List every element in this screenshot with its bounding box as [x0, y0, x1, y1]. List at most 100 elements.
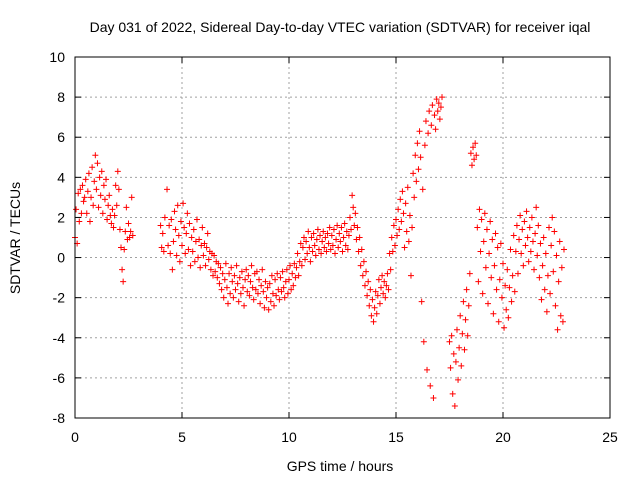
data-point — [94, 160, 101, 167]
data-point — [110, 224, 117, 231]
data-point — [264, 284, 271, 291]
data-point — [453, 326, 460, 333]
data-point — [313, 236, 320, 243]
data-point — [98, 168, 105, 175]
data-point — [536, 274, 543, 281]
data-point — [500, 260, 506, 267]
data-point — [103, 176, 110, 183]
data-point — [512, 248, 519, 255]
data-point — [129, 232, 136, 239]
data-point — [96, 174, 103, 181]
y-tick-label: 2 — [57, 209, 65, 225]
data-point — [550, 268, 557, 275]
data-point — [541, 286, 548, 293]
data-point — [528, 214, 535, 221]
data-point — [538, 296, 545, 303]
data-point — [225, 300, 232, 307]
data-point — [269, 290, 276, 297]
data-point — [203, 244, 210, 251]
data-point — [558, 264, 565, 271]
data-point — [510, 232, 517, 239]
data-point — [477, 248, 484, 255]
data-point — [85, 170, 92, 177]
data-point — [168, 216, 175, 223]
data-point — [175, 232, 182, 239]
data-point — [494, 244, 501, 251]
x-tick-label: 15 — [388, 429, 404, 445]
x-tick-label: 10 — [281, 429, 297, 445]
data-point — [476, 206, 483, 213]
data-point — [291, 260, 298, 267]
data-point — [340, 234, 347, 241]
data-point — [415, 166, 422, 173]
data-point — [106, 192, 113, 199]
data-point — [475, 278, 482, 285]
data-point — [91, 178, 98, 185]
data-point — [333, 236, 340, 243]
data-point — [122, 228, 129, 235]
data-point — [172, 226, 179, 233]
data-point — [348, 226, 355, 233]
data-point — [216, 280, 223, 287]
data-point — [249, 284, 256, 291]
data-point — [514, 270, 521, 277]
data-point — [397, 196, 404, 203]
data-point — [459, 330, 466, 337]
data-point — [204, 230, 211, 237]
data-point — [298, 262, 305, 269]
data-point — [463, 286, 470, 293]
y-tick-label: -6 — [53, 370, 66, 386]
data-point — [169, 266, 176, 273]
data-point — [419, 186, 426, 193]
data-point — [262, 278, 269, 285]
x-tick-labels: 0 5 10 15 20 25 — [71, 429, 618, 445]
data-point — [449, 390, 456, 397]
data-point — [184, 210, 191, 217]
x-tick-label: 20 — [495, 429, 511, 445]
data-point — [266, 280, 273, 287]
data-point — [526, 224, 533, 231]
data-point — [219, 270, 226, 277]
data-point — [181, 224, 188, 231]
y-tick-label: 4 — [57, 169, 65, 185]
data-point — [430, 394, 437, 401]
data-point — [367, 286, 374, 293]
data-point — [176, 258, 183, 265]
data-point — [401, 244, 408, 251]
data-point — [180, 200, 187, 207]
data-point — [452, 358, 459, 365]
data-point — [77, 186, 84, 193]
data-point — [127, 228, 134, 235]
data-point — [296, 258, 303, 265]
data-point — [207, 266, 214, 273]
data-point — [113, 202, 120, 209]
data-point — [293, 264, 300, 271]
data-point — [284, 290, 291, 297]
data-point — [540, 234, 547, 241]
data-point — [170, 238, 177, 245]
data-point — [75, 190, 82, 197]
data-point — [287, 262, 294, 269]
data-point — [402, 200, 409, 207]
data-point — [390, 222, 397, 229]
data-point — [332, 250, 339, 257]
data-point — [425, 130, 432, 137]
data-point — [234, 280, 241, 287]
data-point — [450, 350, 457, 357]
data-point — [344, 246, 351, 253]
data-point — [432, 126, 439, 133]
data-point — [160, 248, 167, 255]
data-point — [277, 274, 284, 281]
data-point — [504, 266, 511, 273]
data-point — [497, 240, 504, 247]
data-point — [372, 288, 379, 295]
data-point — [352, 210, 359, 217]
x-axis-label: GPS time / hours — [287, 458, 394, 474]
data-point — [547, 290, 554, 297]
data-point — [382, 294, 389, 301]
data-point — [559, 318, 566, 325]
data-point — [171, 208, 178, 215]
data-point — [214, 274, 221, 281]
data-point — [220, 294, 227, 301]
data-point — [244, 288, 251, 295]
